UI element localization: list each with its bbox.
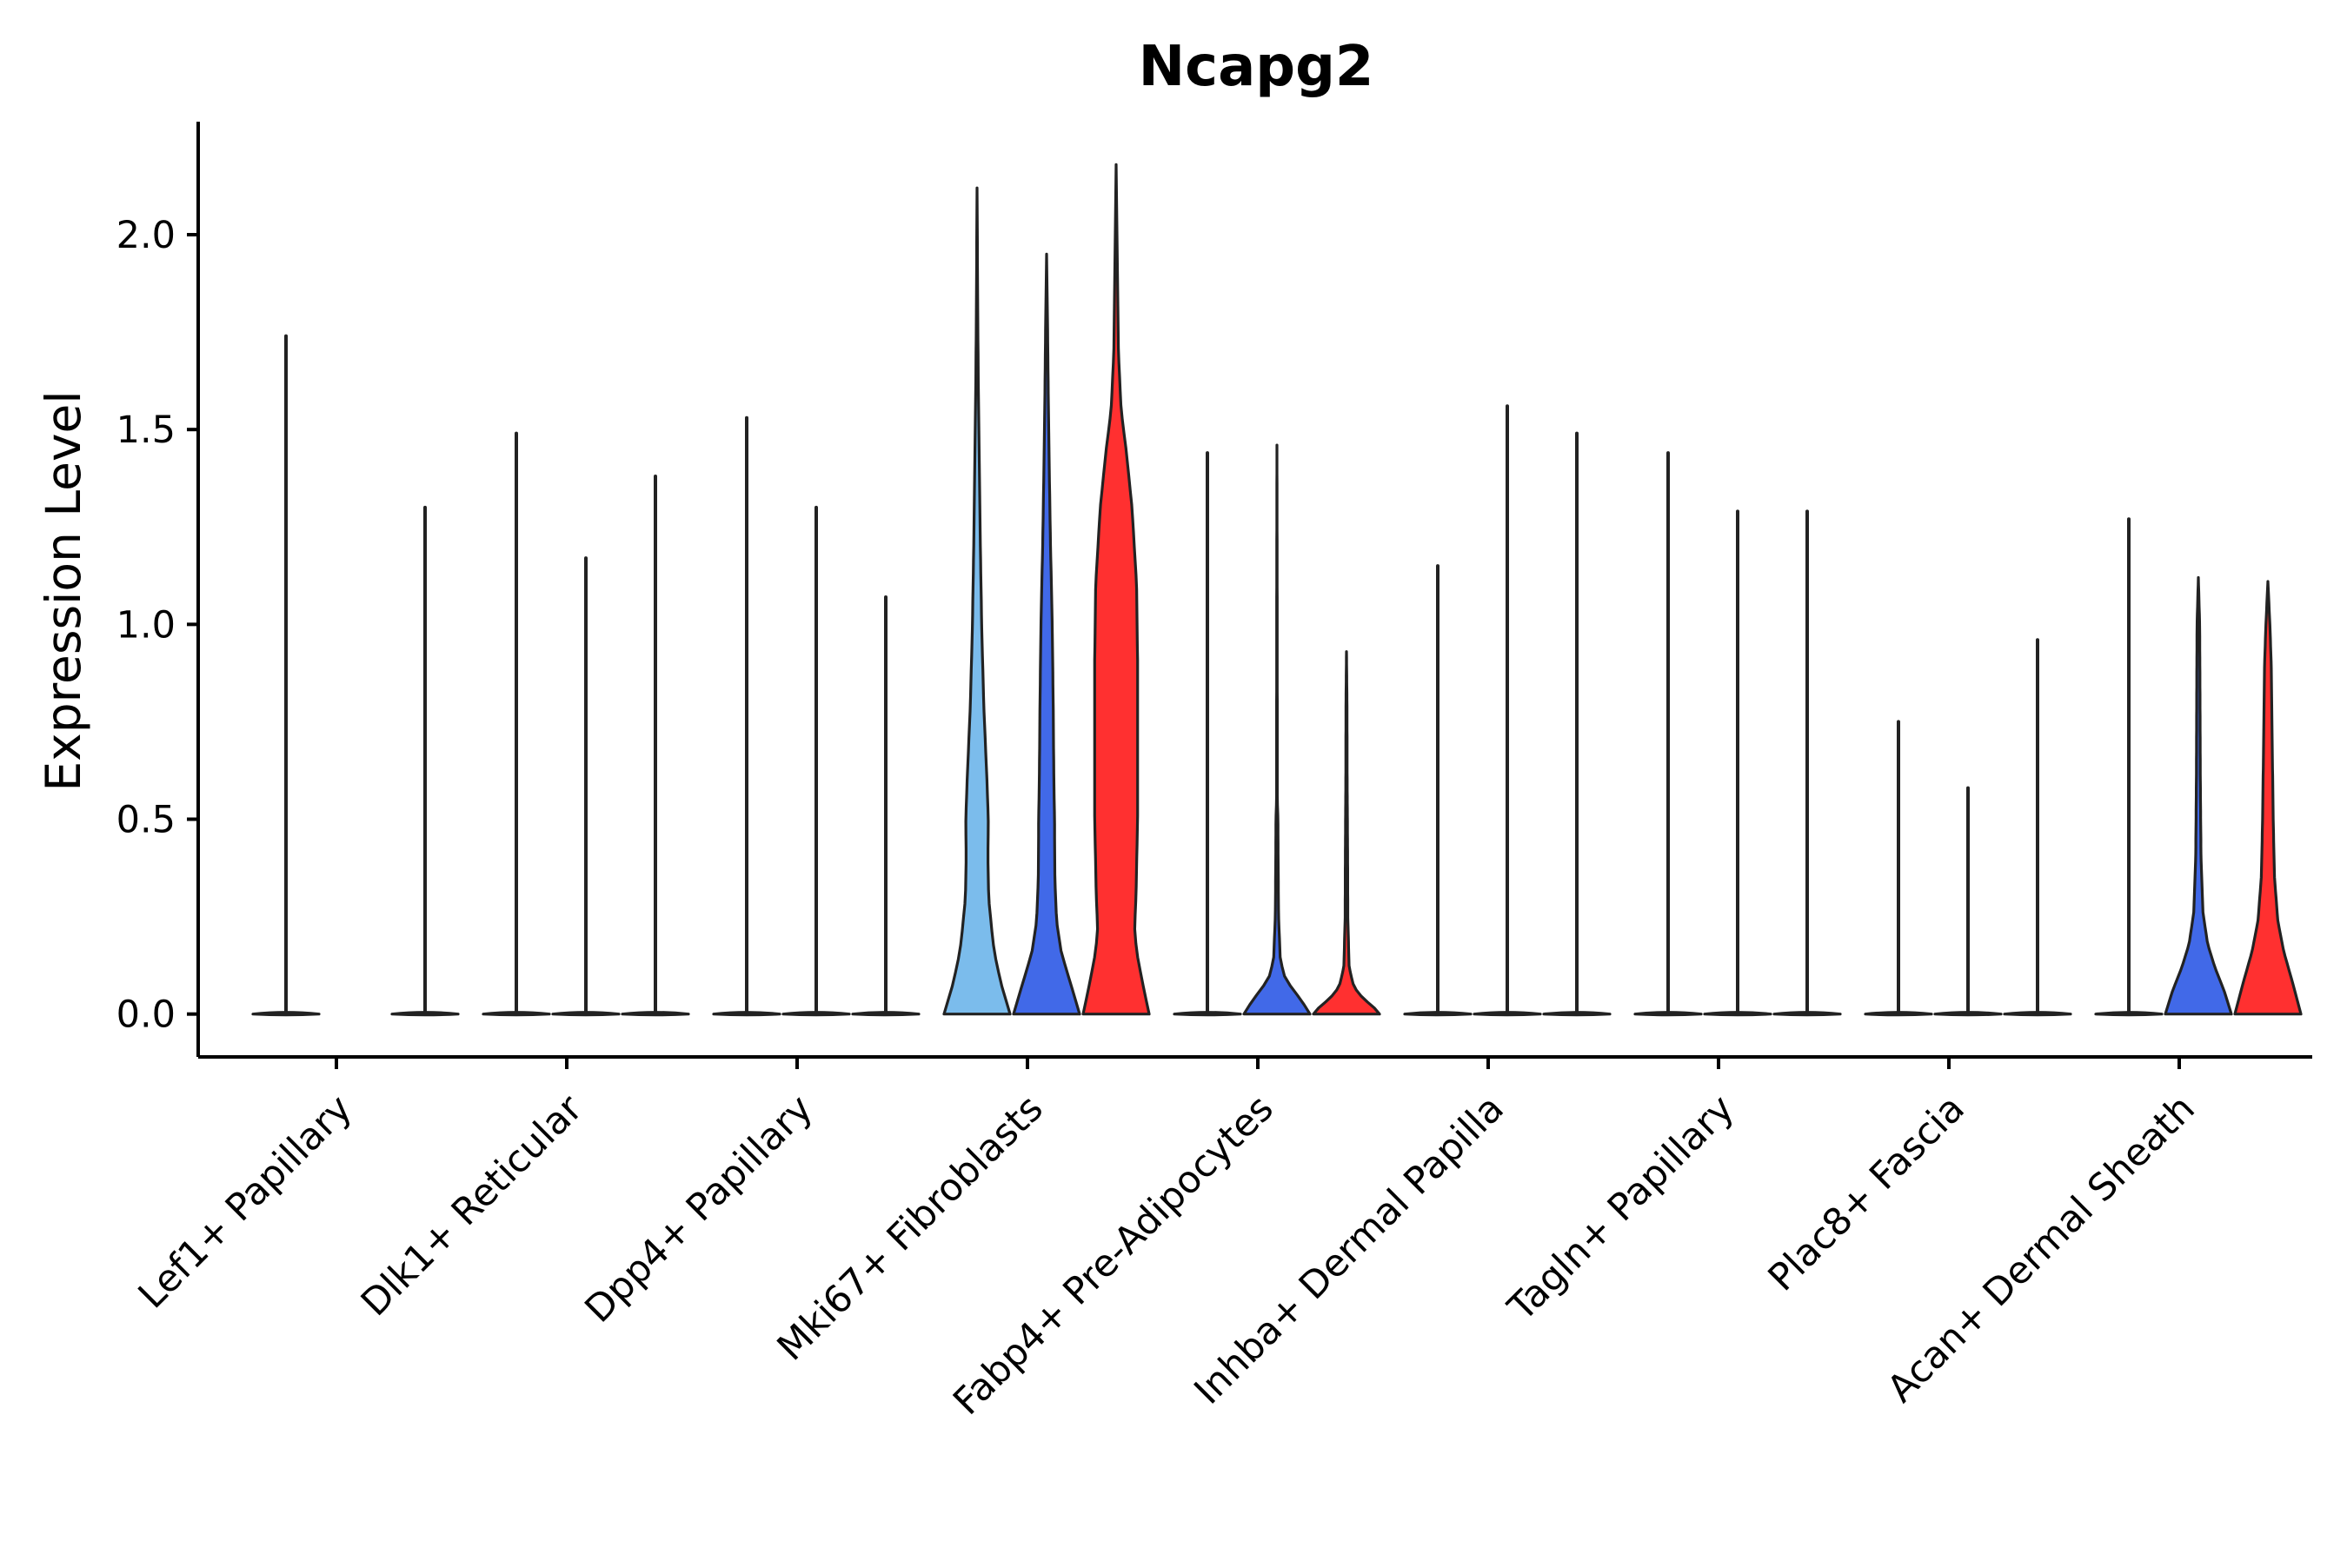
violin-4-2 (1012, 252, 1081, 1016)
chart-title: Ncapg2 (1139, 35, 1374, 99)
y-axis-title: Expression Level (36, 390, 91, 791)
x-tick-label: Tagln+ Papillary (1499, 1086, 1743, 1330)
x-tick-label: Lef1+ Papillary (130, 1086, 361, 1317)
x-tick-label: Mki67+ Fibroblasts (769, 1086, 1052, 1369)
y-tick-label: 0.0 (116, 993, 176, 1037)
violin-5-3 (1312, 650, 1381, 1016)
x-tick-label: Plac8+ Fascia (1760, 1086, 1973, 1299)
violin-9-2 (2164, 575, 2233, 1016)
violin-4-3 (1081, 163, 1151, 1016)
violin-4-1 (942, 186, 1012, 1016)
violin-layer (251, 163, 2303, 1017)
x-tick-label: Dpp4+ Papillary (577, 1086, 821, 1331)
x-tick-label: Dlk1+ Reticular (353, 1086, 591, 1325)
violin-5-2 (1242, 443, 1312, 1016)
y-tick-label: 1.0 (116, 603, 176, 647)
y-tick-label: 1.5 (116, 409, 176, 452)
y-tick-label: 2.0 (116, 214, 176, 257)
y-tick-label: 0.5 (116, 799, 176, 842)
violin-9-3 (2233, 580, 2303, 1016)
